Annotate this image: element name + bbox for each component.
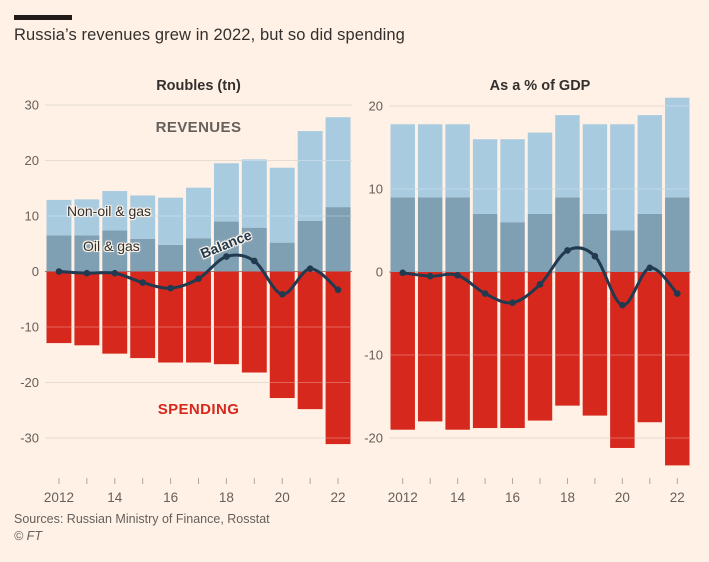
svg-text:18: 18 bbox=[560, 490, 575, 505]
svg-text:14: 14 bbox=[107, 490, 123, 505]
svg-text:18: 18 bbox=[219, 490, 234, 505]
svg-text:-20: -20 bbox=[20, 375, 39, 390]
svg-text:16: 16 bbox=[505, 490, 520, 505]
svg-text:22: 22 bbox=[331, 490, 346, 505]
svg-text:-30: -30 bbox=[20, 431, 39, 446]
svg-text:-10: -10 bbox=[20, 320, 39, 335]
svg-text:2012: 2012 bbox=[44, 490, 74, 505]
spending-label: SPENDING bbox=[157, 401, 240, 418]
revenues-label: REVENUES bbox=[155, 119, 242, 136]
page-title: Russia’s revenues grew in 2022, but so d… bbox=[14, 26, 405, 44]
svg-text:30: 30 bbox=[25, 98, 39, 113]
left-chart-title: Roubles (tn) bbox=[156, 78, 241, 94]
svg-text:22: 22 bbox=[670, 490, 685, 505]
svg-text:0: 0 bbox=[32, 264, 39, 279]
right-chart-title: As a % of GDP bbox=[489, 78, 591, 94]
ft-copyright: © FT bbox=[14, 529, 42, 543]
left-chart: 2012 14 16 18 20 22 30 20 10 0 -10 -20 -30 bbox=[20, 98, 352, 505]
svg-text:20: 20 bbox=[275, 490, 290, 505]
title-accent-bar bbox=[14, 15, 72, 20]
svg-text:20: 20 bbox=[615, 490, 630, 505]
oil-gas-label: Oil & gas bbox=[83, 238, 140, 254]
svg-text:10: 10 bbox=[369, 182, 383, 197]
svg-text:2012: 2012 bbox=[388, 490, 418, 505]
sources-note: Sources: Russian Ministry of Finance, Ro… bbox=[14, 512, 270, 526]
svg-text:-10: -10 bbox=[364, 348, 383, 363]
right-chart: 2012 14 16 18 20 22 20 10 0 -10 -20 bbox=[364, 97, 691, 505]
non-oil-gas-label: Non-oil & gas bbox=[67, 203, 152, 219]
svg-text:10: 10 bbox=[25, 209, 39, 224]
svg-text:0: 0 bbox=[376, 265, 383, 280]
svg-text:20: 20 bbox=[369, 99, 383, 114]
svg-text:16: 16 bbox=[163, 490, 178, 505]
svg-text:20: 20 bbox=[25, 153, 39, 168]
svg-text:14: 14 bbox=[450, 490, 466, 505]
svg-text:-20: -20 bbox=[364, 431, 383, 446]
